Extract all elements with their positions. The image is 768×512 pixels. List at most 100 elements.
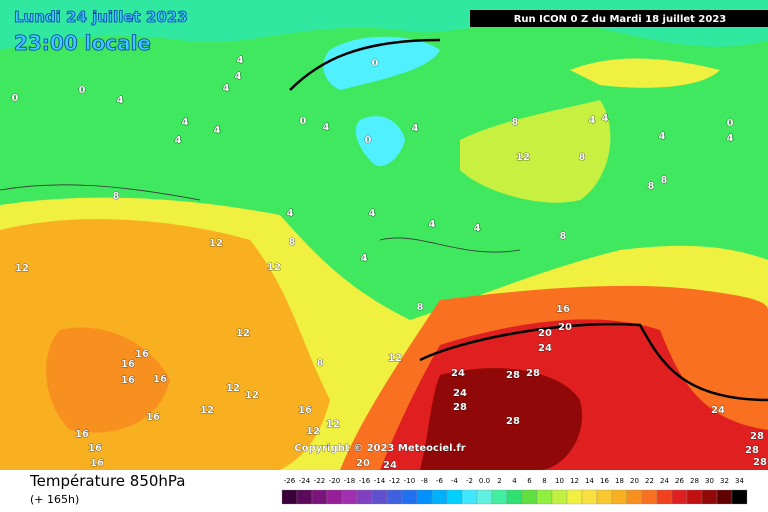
legend-swatch xyxy=(671,489,688,505)
legend-swatch xyxy=(536,489,553,505)
legend-label: 12 xyxy=(570,477,579,485)
contour-label: 4 xyxy=(429,219,436,230)
contour-label: 12 xyxy=(388,353,402,364)
contour-label: 4 xyxy=(237,55,244,66)
hot-zone xyxy=(420,368,582,470)
contour-label: 28 xyxy=(506,370,520,381)
coastline xyxy=(0,184,521,253)
time-text: 23:00 locale xyxy=(14,31,151,55)
legend-label: 8 xyxy=(542,477,546,485)
legend-label: 28 xyxy=(690,477,699,485)
legend-label: -4 xyxy=(451,477,459,485)
contour-label: 28 xyxy=(453,402,467,413)
legend-label: 6 xyxy=(527,477,532,485)
contour-label: 4 xyxy=(117,95,124,106)
contour-label: 8 xyxy=(417,302,424,313)
contour-label: 8 xyxy=(560,231,567,242)
legend-label: 10 xyxy=(555,477,564,485)
contour-label: 24 xyxy=(451,368,465,379)
contour-label: 16 xyxy=(88,443,102,454)
footer-title: Température 850hPa xyxy=(29,472,186,490)
legend-label: -6 xyxy=(436,477,444,485)
legend-label: -16 xyxy=(359,477,371,485)
contour-label: 12 xyxy=(209,238,223,249)
contour-label: 12 xyxy=(226,383,240,394)
warm-zone xyxy=(460,100,611,203)
contour-label: 0 xyxy=(300,116,307,127)
legend-label: -8 xyxy=(421,477,428,485)
isotherm xyxy=(419,322,768,402)
legend-label: 26 xyxy=(675,477,684,485)
contour-label: 24 xyxy=(453,388,467,399)
legend-swatch xyxy=(371,489,388,505)
contour-label: 4 xyxy=(214,125,221,136)
contour-label: 4 xyxy=(602,113,609,124)
warm-zone xyxy=(570,58,720,88)
contour-label: 0 xyxy=(79,85,86,96)
contour-label: 4 xyxy=(323,122,330,133)
legend-label: 30 xyxy=(705,477,714,485)
contour-label: 8 xyxy=(648,181,655,192)
legend-swatch xyxy=(311,489,328,505)
legend-label: 2 xyxy=(497,477,501,485)
contour-label: 4 xyxy=(223,83,230,94)
legend-swatch xyxy=(461,489,478,505)
legend-swatch xyxy=(341,489,358,505)
legend-label: -12 xyxy=(389,477,400,485)
contour-label: 12 xyxy=(245,390,259,401)
contour-label: 28 xyxy=(526,368,540,379)
contour-label: 4 xyxy=(589,115,596,126)
contour-label: 0 xyxy=(12,93,19,104)
contour-label: 0 xyxy=(372,58,379,69)
contour-label: 12 xyxy=(306,426,320,437)
legend-swatch xyxy=(566,489,583,505)
legend-swatch xyxy=(596,489,613,505)
contour-label: 28 xyxy=(750,431,764,442)
contour-label: 24 xyxy=(383,460,397,471)
legend-swatch xyxy=(476,489,493,505)
legend-label: -18 xyxy=(344,477,355,485)
legend-swatch xyxy=(521,489,538,505)
contour-label: 4 xyxy=(235,71,242,82)
legend-swatch xyxy=(401,489,418,505)
ice-zone xyxy=(323,36,440,90)
legend-swatch xyxy=(386,489,403,505)
legend-swatch xyxy=(701,489,718,505)
legend-swatch xyxy=(581,489,598,505)
legend-label: 20 xyxy=(630,477,639,485)
legend-swatch xyxy=(356,489,373,505)
legend-swatch xyxy=(296,489,313,505)
run-text: Run ICON 0 Z du Mardi 18 juillet 2023 xyxy=(514,14,727,25)
contour-label: 12 xyxy=(200,405,214,416)
contour-label: 12 xyxy=(516,152,530,163)
run-banner xyxy=(470,10,768,27)
legend-swatch xyxy=(686,489,703,505)
contour-label: 28 xyxy=(745,445,759,456)
legend-swatch xyxy=(731,489,748,505)
contour-label: 0 xyxy=(365,135,372,146)
contour-label: 4 xyxy=(369,208,376,219)
contour-label: 4 xyxy=(287,208,294,219)
contour-label: 16 xyxy=(90,458,104,469)
contour-label: 16 xyxy=(121,359,135,370)
legend-label: 24 xyxy=(660,477,669,485)
legend-swatch xyxy=(326,489,343,505)
legend-label: -22 xyxy=(314,477,325,485)
contour-label: 20 xyxy=(356,458,370,469)
legend-swatch xyxy=(506,489,523,505)
legend-swatch xyxy=(416,489,433,505)
legend-swatch xyxy=(716,489,733,505)
contour-label: 12 xyxy=(326,419,340,430)
contour-label: 20 xyxy=(538,328,552,339)
contour-label: 16 xyxy=(135,349,149,360)
contour-label: 4 xyxy=(175,135,182,146)
legend-label: 32 xyxy=(720,477,729,485)
legend-label: 14 xyxy=(585,477,594,485)
legend-label: 16 xyxy=(600,477,609,485)
contour-label: 8 xyxy=(579,152,586,163)
contour-label: 12 xyxy=(15,263,29,274)
contour-label: 16 xyxy=(121,375,135,386)
contour-label: 4 xyxy=(727,133,734,144)
